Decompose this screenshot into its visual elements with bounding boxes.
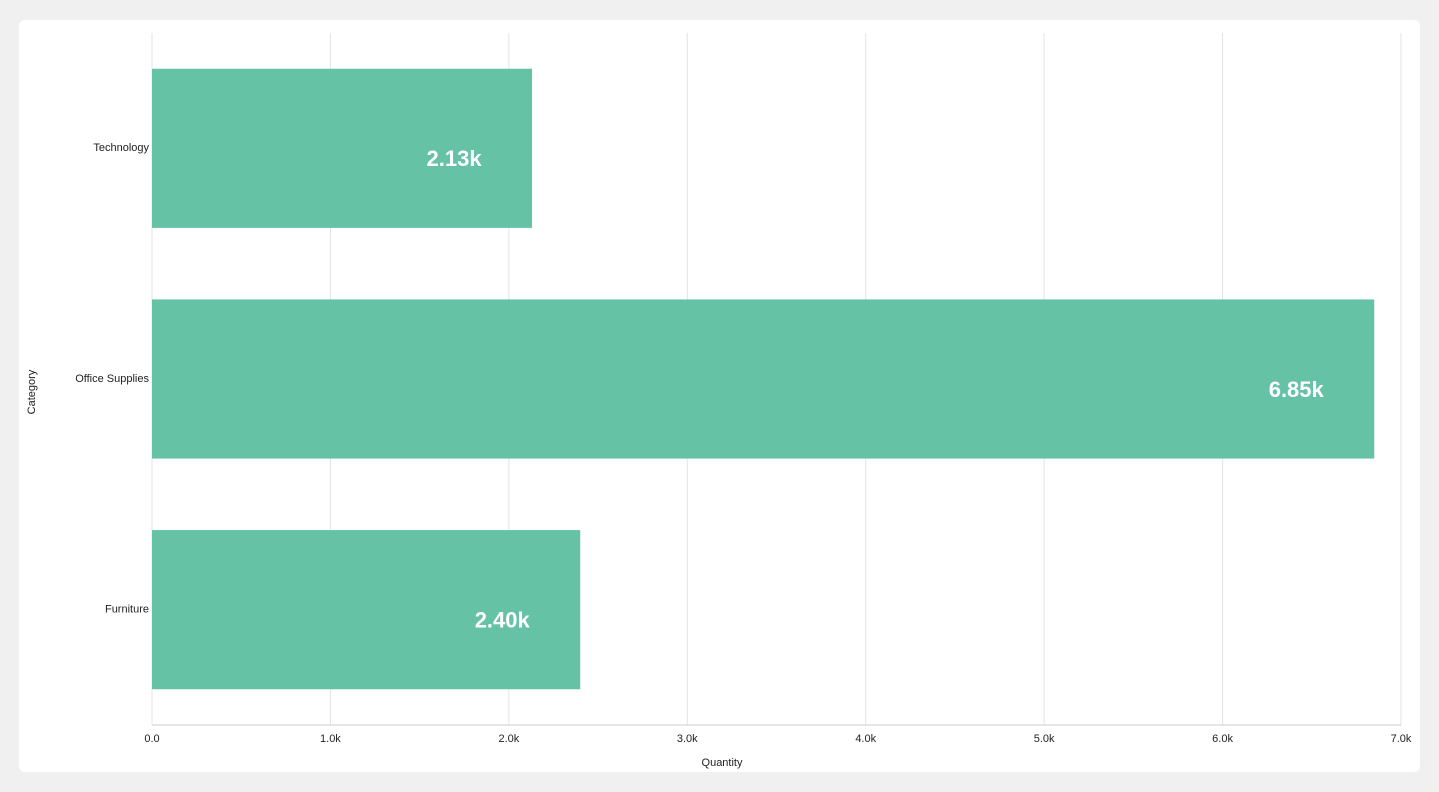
bar: [152, 299, 1375, 459]
value-label: 6.85k: [1269, 377, 1325, 402]
bar: [152, 68, 533, 228]
x-tick-label: 7.0k: [1391, 733, 1412, 745]
x-axis-title: Quantity: [702, 757, 743, 769]
x-tick-label: 3.0k: [677, 733, 698, 745]
x-tick-label: 2.0k: [498, 733, 519, 745]
x-tick-label: 6.0k: [1212, 733, 1233, 745]
bar: [152, 530, 581, 690]
x-tick-label: 4.0k: [855, 733, 876, 745]
x-tick-label: 5.0k: [1034, 733, 1055, 745]
y-tick-label: Furniture: [105, 604, 149, 616]
value-label: 2.13k: [427, 146, 483, 171]
x-tick-label: 1.0k: [320, 733, 341, 745]
value-label: 2.40k: [475, 607, 531, 632]
y-axis-title: Category: [26, 369, 38, 414]
y-tick-label: Office Supplies: [75, 373, 149, 385]
y-tick-label: Technology: [93, 142, 149, 154]
x-tick-label: 0.0: [144, 733, 159, 745]
